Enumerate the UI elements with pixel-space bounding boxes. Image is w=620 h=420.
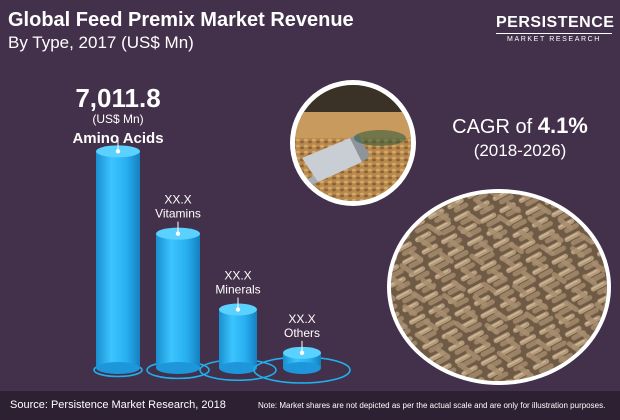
logo-sub-text: MARKET RESEARCH	[496, 33, 612, 43]
cagr-value: 4.1%	[537, 113, 588, 138]
feed-scoop-photo	[290, 80, 416, 206]
value-label-minerals: XX.X	[224, 269, 251, 283]
category-label-amino-acids: Amino Acids	[72, 130, 163, 147]
unit-label: (US$ Mn)	[92, 112, 143, 126]
bar-bottom	[156, 362, 200, 374]
cagr-line: CAGR of 4.1%	[440, 113, 600, 139]
chart-subtitle: By Type, 2017 (US$ Mn)	[8, 33, 194, 52]
persistence-logo: PERSISTENCE MARKET RESEARCH	[496, 14, 615, 43]
category-label-others: Others	[284, 326, 320, 340]
footer-bar: Source: Persistence Market Research, 201…	[0, 391, 620, 420]
bars-layer: 7,011.8(US$ Mn)Amino AcidsXX.XVitaminsXX…	[72, 83, 351, 384]
cagr-period: (2018-2026)	[473, 141, 567, 160]
note-text: Note: Market shares are not depicted as …	[258, 401, 606, 410]
category-label-vitamins: Vitamins	[155, 207, 201, 221]
bar-minerals	[219, 309, 257, 368]
bar-bottom	[219, 362, 257, 374]
logo-main-text: PERSISTENCE	[496, 14, 615, 31]
cagr-prefix: CAGR of	[452, 116, 533, 138]
bar-amino-acids	[96, 151, 140, 368]
bar-bottom	[96, 362, 140, 374]
value-label-amino-acids: 7,011.8	[75, 83, 160, 113]
value-label-vitamins: XX.X	[164, 193, 191, 207]
bar-bottom	[283, 362, 321, 374]
cagr-callout: CAGR of 4.1% (2018-2026)	[440, 113, 600, 161]
source-text: Source: Persistence Market Research, 201…	[10, 399, 226, 411]
feed-pellets-photo	[387, 189, 611, 385]
bar-vitamins	[156, 233, 200, 368]
title-block: Global Feed Premix Market Revenue By Typ…	[8, 8, 354, 54]
category-label-minerals: Minerals	[215, 283, 260, 297]
chart-title: Global Feed Premix Market Revenue	[8, 9, 354, 31]
bar-chart: 7,011.8(US$ Mn)Amino AcidsXX.XVitaminsXX…	[72, 83, 351, 384]
value-label-others: XX.X	[288, 312, 315, 326]
